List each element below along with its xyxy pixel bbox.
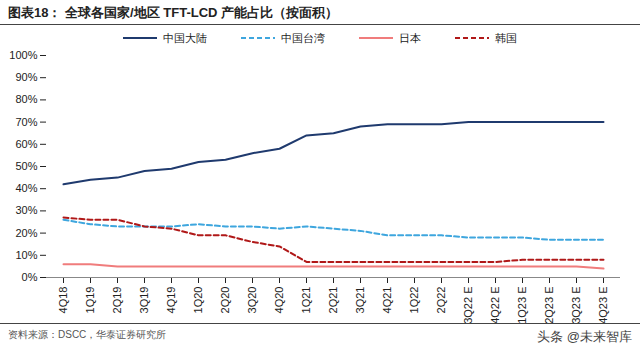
html-text:资料来源：DSCC，华泰证券研究所: 资料来源：DSCC，华泰证券研究所 [8,329,167,340]
svg-text:1Q19: 1Q19 [84,287,96,314]
svg-text:80%: 80% [15,93,37,105]
svg-text:2Q19: 2Q19 [111,287,123,314]
svg-text:3Q22 E: 3Q22 E [462,287,474,324]
svg-text:20%: 20% [15,227,37,239]
svg-text:4Q21: 4Q21 [381,287,393,314]
svg-text:1Q22: 1Q22 [408,287,420,314]
svg-text:1Q20: 1Q20 [192,287,204,314]
svg-text:30%: 30% [15,204,37,216]
svg-text:3Q19: 3Q19 [138,287,150,314]
svg-text:2Q22: 2Q22 [435,287,447,314]
html-text:韩国: 韩国 [495,31,517,44]
html-text:图表18： 全球各国家/地区 TFT-LCD 产能占比（按面: 图表18： 全球各国家/地区 TFT-LCD 产能占比（按面积） [8,5,339,20]
svg-text:60%: 60% [15,138,37,150]
svg-text:3Q21: 3Q21 [354,287,366,314]
svg-text:4Q23 E: 4Q23 E [597,287,609,324]
svg-text:0%: 0% [22,271,38,283]
svg-text:2Q20: 2Q20 [219,287,231,314]
html-text:中国大陆: 中国大陆 [163,31,207,44]
svg-text:4Q20: 4Q20 [273,287,285,314]
svg-text:1Q23 E: 1Q23 E [516,287,528,324]
svg-text:70%: 70% [15,116,37,128]
html-text:头条 @未来智库: 头条 @未来智库 [537,329,632,344]
svg-text:4Q19: 4Q19 [165,287,177,314]
svg-text:50%: 50% [15,160,37,172]
svg-text:4Q22 E: 4Q22 E [489,287,501,324]
svg-text:3Q20: 3Q20 [246,287,258,314]
html-text:日本: 日本 [399,31,421,44]
svg-text:40%: 40% [15,182,37,194]
svg-text:2Q21: 2Q21 [327,287,339,314]
svg-text:100%: 100% [9,49,37,61]
svg-text:2Q23 E: 2Q23 E [543,287,555,324]
svg-text:1Q21: 1Q21 [300,287,312,314]
svg-text:4Q18: 4Q18 [57,287,69,314]
svg-text:90%: 90% [15,71,37,83]
svg-text:10%: 10% [15,249,37,261]
html-text:中国台湾: 中国台湾 [281,31,325,44]
svg-text:3Q23 E: 3Q23 E [570,287,582,324]
